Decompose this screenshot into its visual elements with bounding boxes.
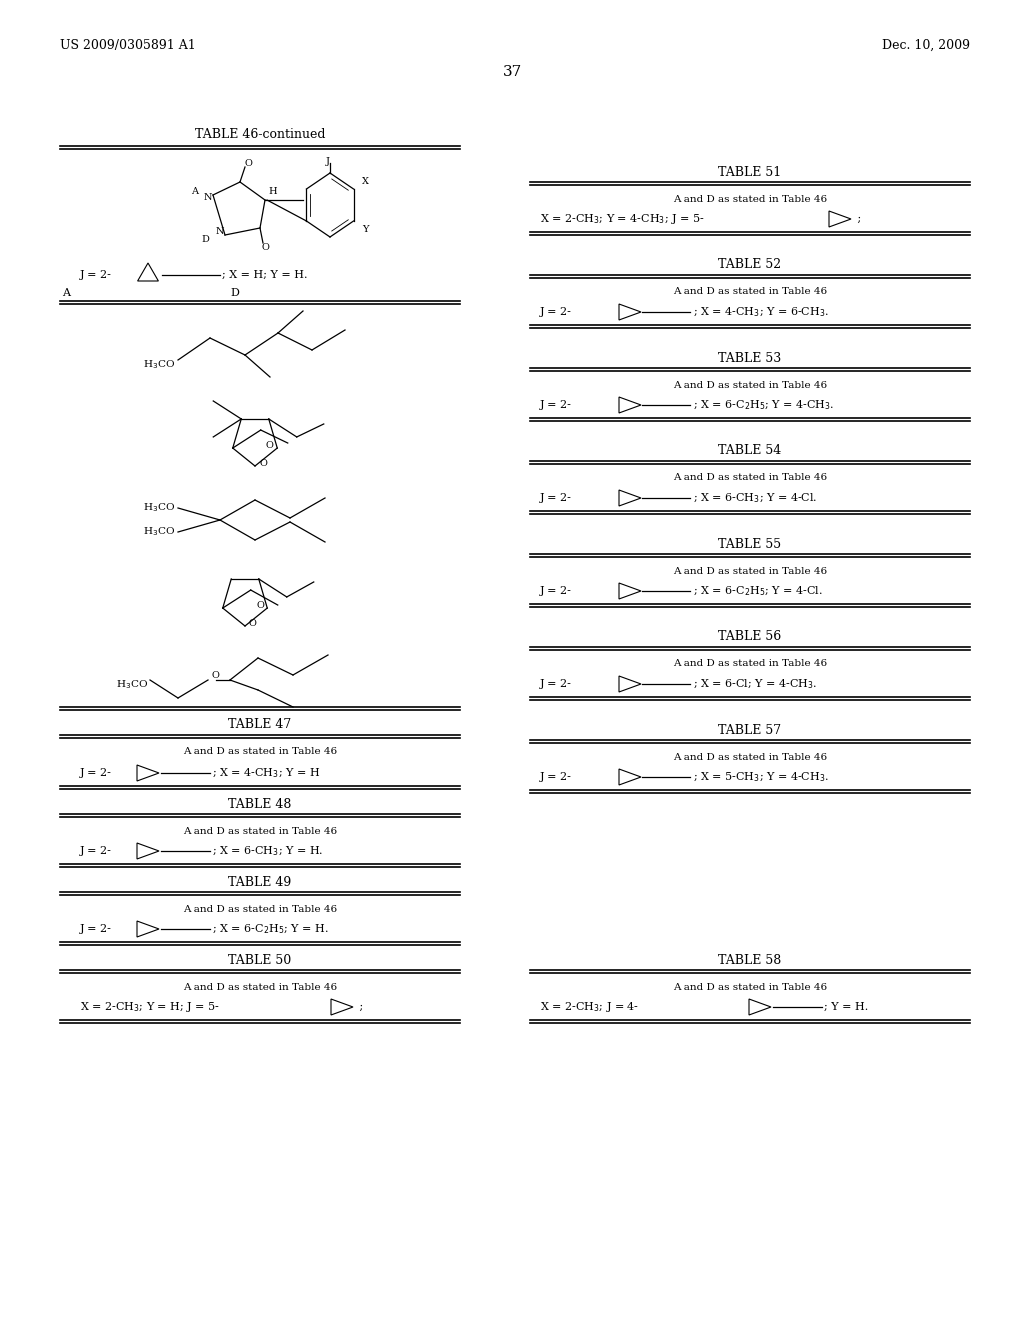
Text: TABLE 58: TABLE 58	[719, 953, 781, 966]
Text: H$_3$CO: H$_3$CO	[143, 502, 175, 515]
Text: ; Y = H.: ; Y = H.	[824, 1002, 868, 1012]
Text: O: O	[211, 671, 219, 680]
Text: J = 2-: J = 2-	[540, 772, 571, 781]
Text: H$_3$CO: H$_3$CO	[143, 525, 175, 539]
Text: TABLE 48: TABLE 48	[228, 797, 292, 810]
Text: A and D as stated in Table 46: A and D as stated in Table 46	[673, 982, 827, 991]
Text: ;: ;	[854, 214, 861, 224]
Text: Dec. 10, 2009: Dec. 10, 2009	[882, 38, 970, 51]
Text: J = 2-: J = 2-	[540, 400, 571, 411]
Text: ; X = 6-C$_2$H$_5$; Y = H.: ; X = 6-C$_2$H$_5$; Y = H.	[212, 923, 329, 936]
Text: ; X = 6-C$_2$H$_5$; Y = 4-CH$_3$.: ; X = 6-C$_2$H$_5$; Y = 4-CH$_3$.	[693, 399, 835, 412]
Text: O: O	[244, 160, 252, 169]
Text: J = 2-: J = 2-	[80, 846, 112, 855]
Text: A: A	[191, 187, 199, 197]
Text: D: D	[230, 288, 239, 298]
Text: A and D as stated in Table 46: A and D as stated in Table 46	[673, 288, 827, 297]
Text: J = 2-: J = 2-	[80, 924, 112, 935]
Text: ;: ;	[356, 1002, 364, 1012]
Text: H$_3$CO: H$_3$CO	[116, 678, 148, 692]
Text: X = 2-CH$_3$; J = 4-: X = 2-CH$_3$; J = 4-	[540, 1001, 639, 1014]
Text: TABLE 53: TABLE 53	[719, 351, 781, 364]
Text: J = 2-: J = 2-	[540, 492, 571, 503]
Text: D: D	[201, 235, 209, 244]
Text: J = 2-: J = 2-	[540, 678, 571, 689]
Text: TABLE 50: TABLE 50	[228, 953, 292, 966]
Text: ; X = 6-Cl; Y = 4-CH$_3$.: ; X = 6-Cl; Y = 4-CH$_3$.	[693, 677, 817, 690]
Text: O: O	[259, 458, 267, 467]
Text: 37: 37	[503, 65, 521, 79]
Text: H: H	[268, 187, 278, 197]
Text: A and D as stated in Table 46: A and D as stated in Table 46	[673, 474, 827, 483]
Text: J = 2-: J = 2-	[80, 271, 112, 280]
Text: X = 2-CH$_3$; Y = 4-CH$_3$; J = 5-: X = 2-CH$_3$; Y = 4-CH$_3$; J = 5-	[540, 213, 705, 226]
Text: US 2009/0305891 A1: US 2009/0305891 A1	[60, 38, 196, 51]
Text: ; X = 6-CH$_3$; Y = H.: ; X = 6-CH$_3$; Y = H.	[212, 845, 324, 858]
Text: A and D as stated in Table 46: A and D as stated in Table 46	[183, 904, 337, 913]
Text: TABLE 46-continued: TABLE 46-continued	[195, 128, 326, 141]
Text: ; X = H; Y = H.: ; X = H; Y = H.	[222, 271, 307, 280]
Text: Y: Y	[362, 224, 369, 234]
Text: J = 2-: J = 2-	[80, 768, 112, 777]
Text: J: J	[326, 157, 330, 165]
Text: A: A	[62, 288, 70, 298]
Text: A and D as stated in Table 46: A and D as stated in Table 46	[183, 982, 337, 991]
Text: TABLE 49: TABLE 49	[228, 875, 292, 888]
Text: X: X	[362, 177, 369, 186]
Text: H$_3$CO: H$_3$CO	[143, 359, 175, 371]
Text: A and D as stated in Table 46: A and D as stated in Table 46	[183, 826, 337, 836]
Text: N: N	[216, 227, 224, 236]
Text: X = 2-CH$_3$; Y = H; J = 5-: X = 2-CH$_3$; Y = H; J = 5-	[80, 1001, 220, 1014]
Text: TABLE 54: TABLE 54	[719, 445, 781, 458]
Text: O: O	[256, 601, 264, 610]
Text: ; X = 6-CH$_3$; Y = 4-Cl.: ; X = 6-CH$_3$; Y = 4-Cl.	[693, 491, 817, 504]
Text: A and D as stated in Table 46: A and D as stated in Table 46	[673, 380, 827, 389]
Text: TABLE 52: TABLE 52	[719, 259, 781, 272]
Text: A and D as stated in Table 46: A and D as stated in Table 46	[673, 194, 827, 203]
Text: TABLE 55: TABLE 55	[719, 537, 781, 550]
Text: A and D as stated in Table 46: A and D as stated in Table 46	[673, 660, 827, 668]
Text: TABLE 47: TABLE 47	[228, 718, 292, 731]
Text: A and D as stated in Table 46: A and D as stated in Table 46	[673, 752, 827, 762]
Text: TABLE 56: TABLE 56	[719, 631, 781, 644]
Text: J = 2-: J = 2-	[540, 586, 571, 597]
Text: TABLE 51: TABLE 51	[719, 165, 781, 178]
Text: O: O	[265, 441, 273, 450]
Text: A and D as stated in Table 46: A and D as stated in Table 46	[673, 566, 827, 576]
Text: O: O	[261, 243, 269, 252]
Text: J = 2-: J = 2-	[540, 308, 571, 317]
Text: ; X = 6-C$_2$H$_5$; Y = 4-Cl.: ; X = 6-C$_2$H$_5$; Y = 4-Cl.	[693, 585, 823, 598]
Text: ; X = 5-CH$_3$; Y = 4-CH$_3$.: ; X = 5-CH$_3$; Y = 4-CH$_3$.	[693, 770, 829, 784]
Text: N: N	[204, 193, 212, 202]
Text: A and D as stated in Table 46: A and D as stated in Table 46	[183, 747, 337, 756]
Text: TABLE 57: TABLE 57	[719, 723, 781, 737]
Text: ; X = 4-CH$_3$; Y = 6-CH$_3$.: ; X = 4-CH$_3$; Y = 6-CH$_3$.	[693, 305, 829, 319]
Text: O: O	[248, 619, 256, 627]
Text: ; X = 4-CH$_3$; Y = H: ; X = 4-CH$_3$; Y = H	[212, 766, 321, 780]
